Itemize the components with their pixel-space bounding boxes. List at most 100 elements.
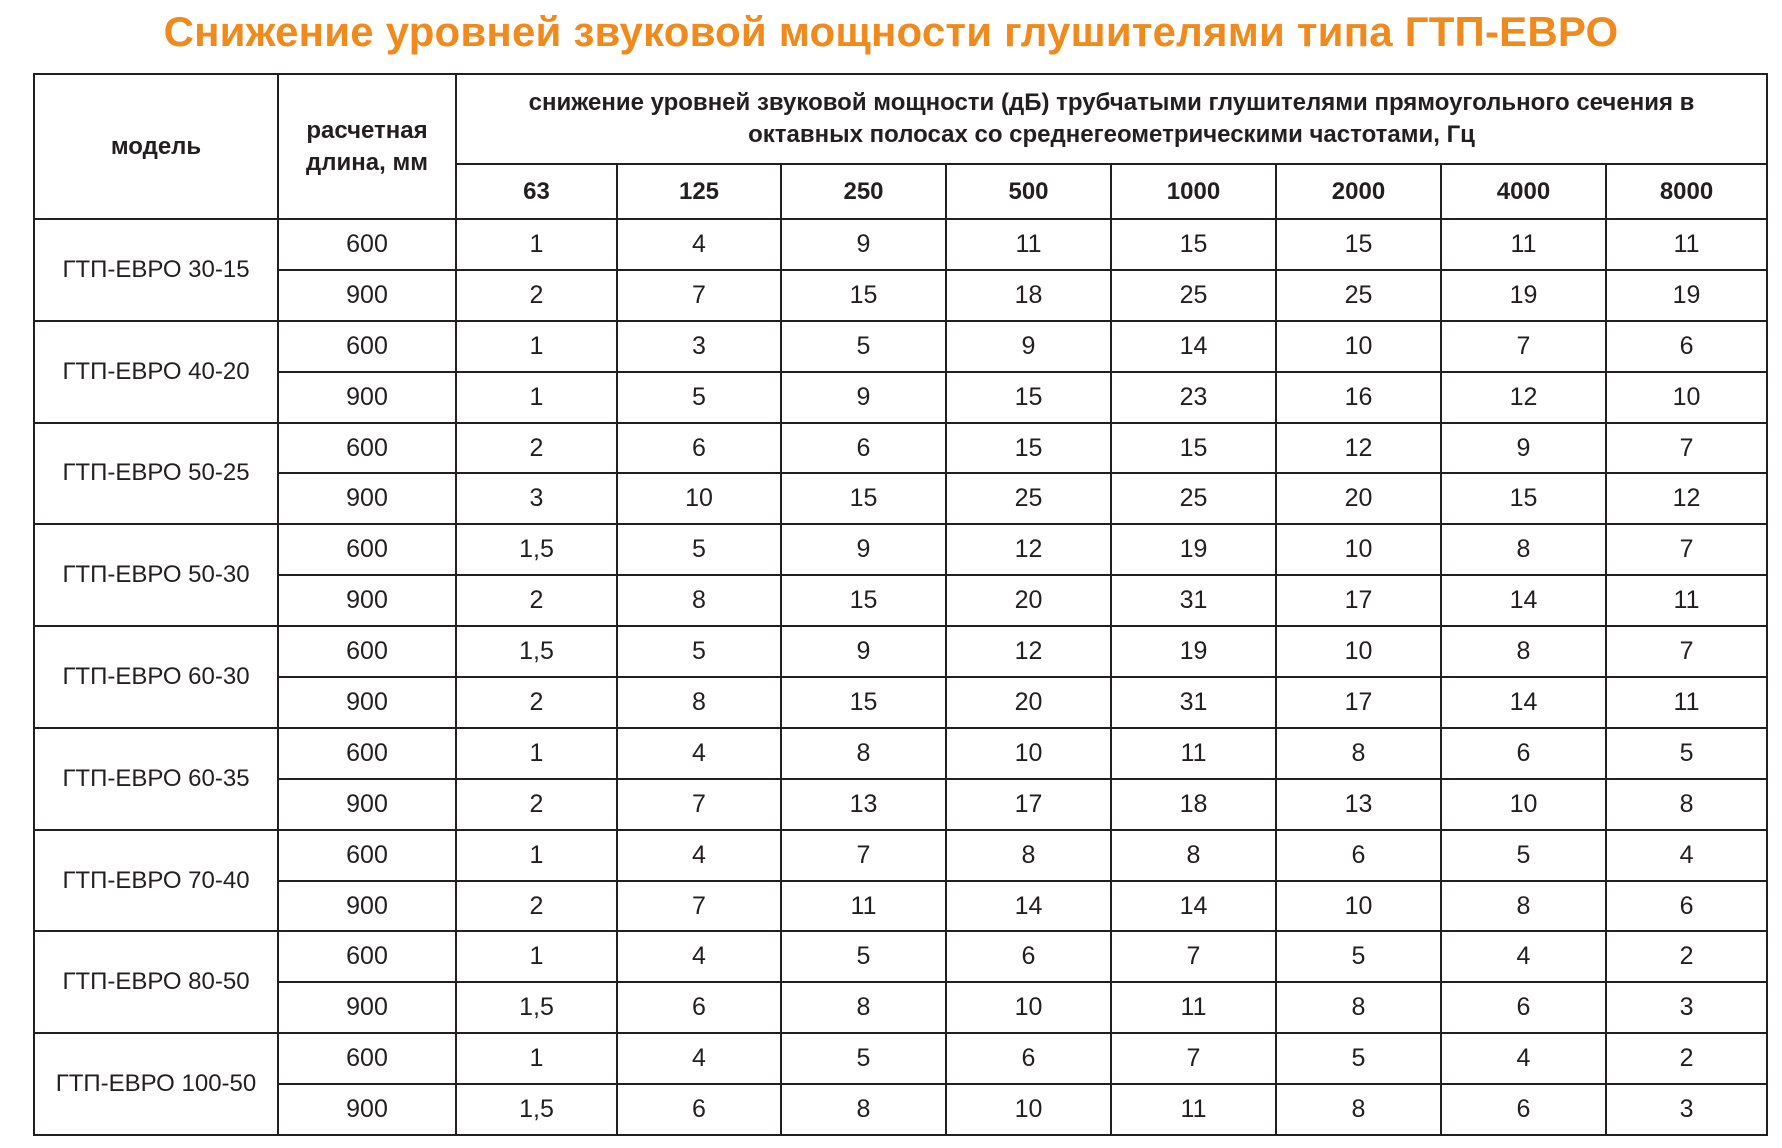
length-cell: 600 [277,523,457,577]
value-cell: 17 [1275,676,1442,729]
length-cell: 900 [277,981,457,1035]
value-cell: 8 [780,726,947,780]
header-row-1: модель расчетная длина, мм снижение уров… [33,73,1769,220]
value-cell: 15 [780,268,947,322]
value-cell: 10 [1275,879,1442,933]
length-cell: 900 [277,268,457,322]
value-cell: 9 [780,218,947,271]
value-cell: 19 [1110,625,1277,679]
value-cell: 1 [455,319,618,373]
value-cell: 6 [1275,828,1442,882]
value-cell: 5 [1275,930,1442,984]
length-cell: 900 [277,574,457,628]
value-cell: 19 [1440,268,1607,322]
value-cell: 20 [945,676,1112,729]
model-cell: ГТП-ЕВРО 50-25 [33,421,279,526]
length-cell: 600 [277,828,457,882]
value-cell: 11 [1110,726,1277,780]
value-cell: 7 [1440,319,1607,373]
value-cell: 14 [1110,879,1277,933]
value-cell: 6 [1440,1083,1607,1137]
value-cell: 11 [780,879,947,933]
length-cell: 900 [277,472,457,526]
table-row: 900 2 8 15 20 31 17 14 11 [34,574,1769,628]
table-row: 900 1 5 9 15 23 16 12 10 [34,370,1769,424]
table-row: 900 1,5 6 8 10 11 8 6 3 [34,981,1769,1035]
value-cell: 1 [455,828,618,882]
value-cell: 7 [616,777,782,831]
value-cell: 10 [1275,319,1442,373]
value-cell: 15 [945,370,1112,424]
model-cell: ГТП-ЕВРО 80-50 [33,930,279,1035]
value-cell: 2 [1604,1032,1769,1086]
value-cell: 7 [1604,523,1769,577]
value-cell: 6 [1440,981,1607,1035]
header-length: расчетная длина, мм [277,73,457,220]
value-cell: 25 [1275,268,1442,322]
value-cell: 6 [616,1083,782,1137]
value-cell: 15 [780,574,947,628]
table-row: 900 1,5 6 8 10 11 8 6 3 [34,1083,1769,1137]
model-cell: ГТП-ЕВРО 60-30 [33,625,279,729]
table-row: 900 3 10 15 25 25 20 15 12 [34,472,1769,526]
value-cell: 9 [780,523,947,577]
length-cell: 900 [277,676,457,729]
value-cell: 1,5 [455,625,618,679]
value-cell: 6 [616,421,782,475]
table-row: ГТП-ЕВРО 70-40 600 1 4 7 8 8 6 5 4 [33,828,1769,933]
header-reduction: снижение уровней звуковой мощности (дБ) … [454,73,1769,165]
length-cell: 600 [277,1032,457,1086]
length-cell: 600 [277,625,457,679]
value-cell: 4 [616,726,782,780]
model-cell: ГТП-ЕВРО 30-15 [33,218,279,322]
value-cell: 8 [1275,1083,1442,1137]
header-row-2: 63 125 250 500 1000 2000 4000 8000 [34,163,1769,220]
value-cell: 4 [1440,1032,1607,1086]
table-row: ГТП-ЕВРО 50-25 600 2 6 6 15 15 12 9 7 [33,421,1769,526]
model-cell: ГТП-ЕВРО 50-30 [33,523,279,628]
table-row: ГТП-ЕВРО 60-35 600 1 4 8 10 11 8 6 5 [33,726,1769,831]
value-cell: 4 [616,1032,782,1086]
value-cell: 20 [1275,472,1442,526]
value-cell: 5 [780,930,947,984]
value-cell: 25 [1110,472,1277,526]
value-cell: 15 [1440,472,1607,526]
value-cell: 8 [616,574,782,628]
table-row: ГТП-ЕВРО 100-50 600 1 4 5 6 7 5 4 2 [33,1032,1769,1137]
header-frequency: 8000 [1604,163,1769,220]
value-cell: 3 [1604,981,1769,1035]
value-cell: 11 [1110,1083,1277,1137]
value-cell: 6 [780,421,947,475]
value-cell: 8 [1440,523,1607,577]
value-cell: 8 [1604,777,1769,831]
value-cell: 15 [1110,218,1277,271]
length-cell: 600 [277,726,457,780]
length-cell: 900 [277,1083,457,1137]
header-frequency: 125 [616,163,782,220]
value-cell: 1 [455,930,618,984]
length-cell: 600 [277,421,457,475]
value-cell: 8 [1110,828,1277,882]
value-cell: 7 [616,879,782,933]
value-cell: 1 [455,218,618,271]
value-cell: 2 [1604,930,1769,984]
header-model: модель [33,73,279,220]
value-cell: 6 [1604,319,1769,373]
value-cell: 5 [1604,726,1769,780]
value-cell: 19 [1110,523,1277,577]
value-cell: 8 [780,981,947,1035]
value-cell: 1,5 [455,1083,618,1137]
value-cell: 14 [1440,574,1607,628]
value-cell: 15 [780,472,947,526]
value-cell: 7 [616,268,782,322]
model-cell: ГТП-ЕВРО 40-20 [33,319,279,424]
value-cell: 12 [1440,370,1607,424]
value-cell: 7 [1110,1032,1277,1086]
value-cell: 7 [1604,421,1769,475]
value-cell: 14 [1110,319,1277,373]
value-cell: 1,5 [455,981,618,1035]
model-cell: ГТП-ЕВРО 100-50 [33,1032,279,1137]
value-cell: 14 [1440,676,1607,729]
value-cell: 11 [1440,218,1607,271]
page-title: Снижение уровней звуковой мощности глуши… [163,8,1619,55]
